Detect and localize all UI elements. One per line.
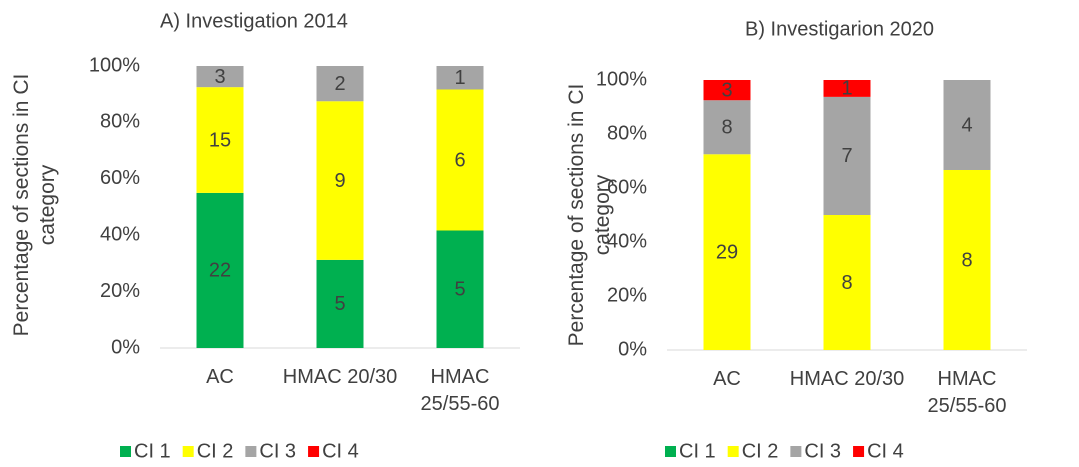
bar-segment <box>823 80 871 97</box>
y-tick-label: 0% <box>111 336 140 358</box>
x-tick-label: AC <box>713 368 741 390</box>
bar-segment <box>316 259 364 348</box>
x-tick-label: AC <box>206 366 234 388</box>
y-tick-label: 100% <box>89 54 140 76</box>
legend-swatch <box>853 446 865 457</box>
bar-segment <box>703 154 751 350</box>
legend-swatch <box>182 446 194 457</box>
bar-segment <box>436 66 484 90</box>
bar-segment <box>196 66 244 88</box>
data-label: 29 <box>716 241 738 263</box>
bar-segment <box>943 170 991 350</box>
x-tick-label: HMAC 25/55-60 <box>927 368 1007 417</box>
bar-segment <box>703 100 751 155</box>
data-label: 8 <box>961 249 972 271</box>
y-tick-label: 40% <box>607 230 647 252</box>
data-label: 15 <box>209 129 231 151</box>
legend-label: CI 1 <box>679 440 716 462</box>
data-label: 3 <box>214 66 225 88</box>
bar-segment <box>703 80 751 101</box>
legend-swatch <box>727 446 739 457</box>
data-label: 1 <box>454 67 465 89</box>
bar-segment <box>823 96 871 215</box>
legend-label: CI 2 <box>742 440 779 462</box>
bar-segment <box>436 230 484 348</box>
legend-swatch <box>665 446 676 457</box>
legend-label: CI 2 <box>197 440 234 462</box>
y-tick-label: 100% <box>596 68 647 90</box>
bar-segment <box>316 66 364 102</box>
data-label: 9 <box>334 170 345 192</box>
data-label: 22 <box>209 260 231 282</box>
bar-segment <box>823 215 871 350</box>
data-label: 5 <box>454 279 465 301</box>
data-label: 1 <box>841 78 852 100</box>
data-label: 8 <box>841 272 852 294</box>
data-label: 3 <box>721 79 732 101</box>
y-tick-label: 60% <box>100 167 140 189</box>
y-tick-label: 20% <box>100 280 140 302</box>
legend-label: CI 4 <box>867 440 904 462</box>
data-label: 7 <box>841 145 852 167</box>
x-tick-label: HMAC 20/30 <box>789 368 905 390</box>
bar-segment <box>316 101 364 260</box>
data-label: 8 <box>721 117 732 139</box>
bar-segment <box>196 87 244 193</box>
data-label: 4 <box>961 114 972 136</box>
legend-label: CI 3 <box>804 440 841 462</box>
legend-swatch <box>245 446 257 457</box>
chart-title: B) Investigarion 2020 <box>745 18 934 40</box>
bar-segment <box>196 192 244 348</box>
bar-segment <box>943 80 991 170</box>
x-tick-label: HMAC 20/30 <box>282 366 398 388</box>
legend-swatch <box>790 446 802 457</box>
y-tick-label: 0% <box>618 338 647 360</box>
y-tick-label: 80% <box>100 111 140 133</box>
y-axis-title: Percentage of sections in CI category <box>565 83 614 347</box>
data-label: 5 <box>334 293 345 315</box>
legend-swatch <box>120 446 131 457</box>
y-tick-label: 40% <box>100 223 140 245</box>
legend-label: CI 3 <box>259 440 296 462</box>
y-tick-label: 20% <box>607 284 647 306</box>
y-tick-label: 80% <box>607 122 647 144</box>
data-label: 2 <box>334 73 345 95</box>
bar-segment <box>436 89 484 231</box>
y-tick-label: 60% <box>607 176 647 198</box>
legend-swatch <box>308 446 320 457</box>
y-axis-title: Percentage of sections in CI category <box>10 73 59 337</box>
chart-title: A) Investigation 2014 <box>160 10 348 32</box>
legend-label: CI 4 <box>322 440 359 462</box>
x-tick-label: HMAC 25/55-60 <box>420 366 500 415</box>
legend-label: CI 1 <box>134 440 171 462</box>
data-label: 6 <box>454 149 465 171</box>
